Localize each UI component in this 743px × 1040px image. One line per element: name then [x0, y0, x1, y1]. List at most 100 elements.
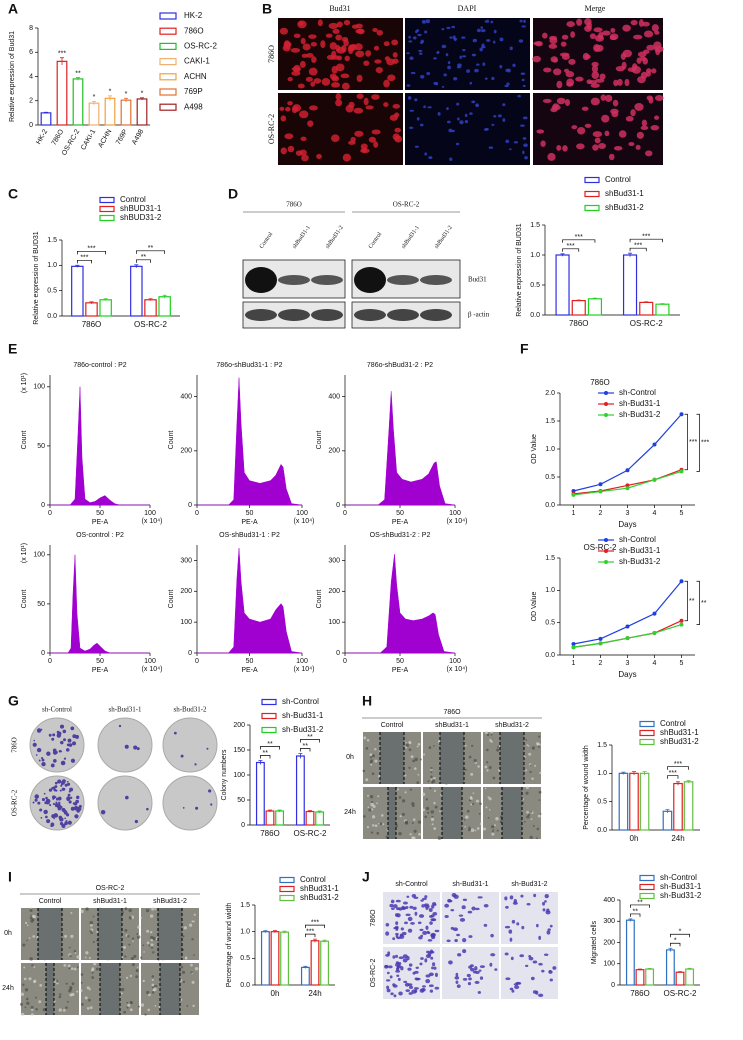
texture: [413, 818, 416, 821]
cell: [355, 28, 364, 34]
texture: [73, 967, 77, 971]
point: [679, 412, 684, 417]
texture: [90, 931, 93, 935]
y-tick-label: 200: [603, 939, 615, 946]
legend-label: shBud31-2: [605, 203, 644, 212]
cell: [406, 895, 410, 899]
band: [245, 309, 277, 321]
significance-bracket: [696, 413, 700, 472]
texture: [484, 765, 488, 769]
texture: [539, 771, 542, 775]
texture: [30, 914, 33, 917]
texture: [136, 933, 139, 936]
texture: [151, 986, 154, 989]
cell: [297, 83, 305, 89]
legend-swatch: [279, 894, 295, 902]
cell: [512, 901, 518, 905]
x-tick-label: 786O: [569, 319, 589, 328]
texture: [88, 957, 91, 960]
cell: [393, 994, 397, 998]
texture: [76, 955, 81, 959]
cell: [457, 63, 462, 68]
texture: [470, 803, 473, 806]
bar: [270, 931, 280, 986]
cell: [480, 26, 484, 29]
wound-gap: [46, 963, 54, 1015]
texture: [463, 819, 466, 821]
texture: [58, 1008, 62, 1012]
texture: [419, 758, 422, 761]
lane-label: shBud31-1: [292, 225, 312, 250]
bar: [305, 810, 315, 826]
cell: [429, 915, 433, 918]
legend-label: A498: [184, 102, 203, 111]
colony: [125, 795, 129, 800]
texture: [194, 967, 199, 971]
texture: [130, 957, 134, 961]
cell: [395, 934, 399, 938]
texture: [423, 753, 426, 756]
cell: [383, 79, 390, 88]
texture: [88, 998, 91, 1002]
significance-bracket: [300, 748, 311, 752]
texture: [431, 815, 434, 818]
cell: [504, 896, 508, 901]
cell: [459, 55, 462, 60]
error-bar: [642, 771, 647, 776]
cell: [528, 956, 534, 961]
y-tick-label: 100: [233, 772, 245, 779]
colony: [56, 803, 61, 808]
texture: [23, 977, 27, 981]
cell: [441, 27, 445, 31]
bar: [56, 60, 68, 126]
wound-gap: [158, 908, 182, 960]
cell: [441, 85, 445, 88]
cell: [321, 78, 331, 86]
legend-marker: [604, 402, 608, 406]
bar: [625, 919, 635, 986]
colony: [55, 801, 58, 804]
texture: [362, 769, 366, 773]
cell: [617, 78, 623, 86]
texture: [412, 759, 415, 763]
texture: [129, 1008, 133, 1012]
lane-label: shBud31-1: [401, 225, 421, 250]
y-tick-label: 0.5: [545, 620, 555, 627]
cell: [479, 976, 484, 980]
legend-swatch: [279, 885, 295, 893]
texture: [491, 741, 493, 743]
texture: [470, 828, 475, 832]
texture: [73, 950, 77, 953]
x-axis-label: PE-A: [92, 667, 109, 674]
colony: [64, 817, 66, 820]
cell: [398, 991, 403, 996]
colony: [206, 747, 209, 750]
texture: [526, 810, 529, 814]
texture: [489, 738, 493, 743]
cell: [634, 102, 644, 111]
colony: [52, 748, 57, 753]
y-tick-label: 1.5: [597, 742, 607, 749]
x-tick-label: 0h: [271, 989, 280, 998]
cell: [432, 902, 437, 905]
colony: [195, 806, 199, 810]
cell: [643, 30, 654, 38]
x-tick-label: 100: [449, 658, 461, 665]
texture: [126, 1001, 129, 1004]
cell: [437, 111, 441, 116]
cell: [517, 94, 521, 98]
cell: [499, 65, 503, 69]
bar: [275, 810, 285, 826]
texture: [487, 817, 490, 819]
cell: [421, 987, 426, 992]
texture: [124, 955, 127, 958]
texture: [148, 993, 151, 997]
cell: [407, 967, 412, 971]
wound-gap: [388, 787, 396, 839]
texture: [31, 964, 34, 967]
cell: [317, 19, 323, 27]
legend-swatch: [159, 103, 177, 111]
texture: [91, 968, 94, 972]
panel-label: D: [228, 186, 238, 202]
column-label: shBud31-2: [495, 722, 529, 729]
